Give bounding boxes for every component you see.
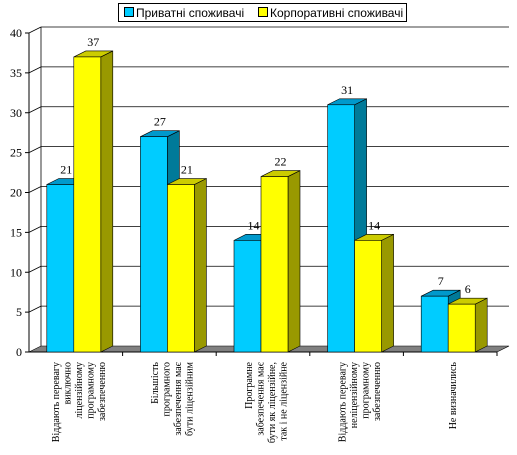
y-tick-label: 25 <box>10 146 22 160</box>
y-tick-label: 15 <box>10 225 22 239</box>
x-category-label: бути як ліцензійне, <box>267 362 278 443</box>
data-label: 14 <box>248 218 260 232</box>
grid-line-side <box>28 26 42 34</box>
y-tick-label: 30 <box>10 106 22 120</box>
bar-side <box>474 297 488 353</box>
y-tick-label: 5 <box>16 305 22 319</box>
grid-line-side <box>28 226 42 233</box>
data-label: 21 <box>181 163 193 177</box>
bar-front <box>447 303 476 353</box>
legend-swatch-private <box>124 7 134 17</box>
x-category-label: Програмне <box>244 361 255 408</box>
legend-label-private: Приватні споживачі <box>136 6 245 20</box>
bar <box>167 178 207 353</box>
y-tick-label: 35 <box>10 66 22 80</box>
y-tick-labels: 0 5 10 15 20 25 30 35 40 <box>10 26 22 359</box>
x-category-label: Віддають перевагу <box>51 362 62 442</box>
x-category-label: програмному <box>360 362 371 419</box>
grid-line-side <box>28 106 42 114</box>
bars <box>46 50 488 353</box>
legend: Приватні споживачі Корпоративні споживач… <box>118 3 407 22</box>
bar-side <box>381 233 394 353</box>
x-category-labels: Віддають перевагу виключно ліцензійному про… <box>51 361 459 443</box>
x-category-label: бути ліцензійним <box>185 361 196 436</box>
bar-side <box>100 50 114 353</box>
grid-line-side <box>28 305 42 313</box>
x-category-label: ліцензійному <box>74 362 85 418</box>
bar-front <box>140 136 168 353</box>
y-tick-label: 0 <box>16 345 22 359</box>
y-tick-label: 40 <box>10 26 22 40</box>
data-labels: 21 37 27 21 14 22 31 14 7 6 <box>60 35 470 296</box>
x-category-label: так і не ліцензійне <box>278 361 289 440</box>
bar-front <box>46 184 75 353</box>
bar-front <box>420 295 449 353</box>
bar <box>260 170 301 353</box>
x-category-label: забезпеченню <box>372 361 383 421</box>
bar <box>447 297 488 353</box>
x-category-label: виключно <box>62 362 73 404</box>
x-category-label: програмного <box>162 362 173 416</box>
data-label: 14 <box>368 218 380 232</box>
data-label: 7 <box>438 274 444 288</box>
grid-line-side <box>28 66 42 74</box>
legend-swatch-corporate <box>258 7 268 17</box>
x-category-label: програмному <box>85 362 96 419</box>
x-category-label: Віддають перевагу <box>337 362 348 442</box>
bar-side <box>194 178 207 353</box>
bar-side <box>287 170 301 353</box>
bar <box>354 233 394 353</box>
bar-front <box>260 176 289 353</box>
x-category-label: забезпечення має <box>255 361 266 435</box>
x-category-label: Більшість <box>150 362 161 404</box>
x-category-label: Не визначились <box>448 362 459 430</box>
x-category-label: забезпеченню <box>97 361 108 421</box>
data-label: 6 <box>465 282 471 296</box>
data-label: 31 <box>341 83 353 97</box>
bar-front <box>327 104 355 353</box>
bar-front <box>354 240 382 353</box>
y-tick-label: 20 <box>10 186 22 200</box>
grid-line-side <box>28 146 42 153</box>
grid-line-side <box>28 186 42 193</box>
data-label: 27 <box>154 115 166 129</box>
bar <box>73 50 114 353</box>
y-tick-label: 10 <box>10 265 22 279</box>
data-label: 37 <box>87 35 99 49</box>
bar-front <box>73 56 102 353</box>
legend-label-corporate: Корпоративні споживачі <box>270 6 404 20</box>
grid-line-side <box>28 265 42 273</box>
data-label: 21 <box>60 163 72 177</box>
bar-front <box>233 240 262 353</box>
x-category-label: неліцензійному <box>349 362 360 428</box>
data-label: 22 <box>275 155 287 169</box>
bar-front <box>167 184 195 353</box>
x-category-label: забезпечення має <box>173 361 184 435</box>
